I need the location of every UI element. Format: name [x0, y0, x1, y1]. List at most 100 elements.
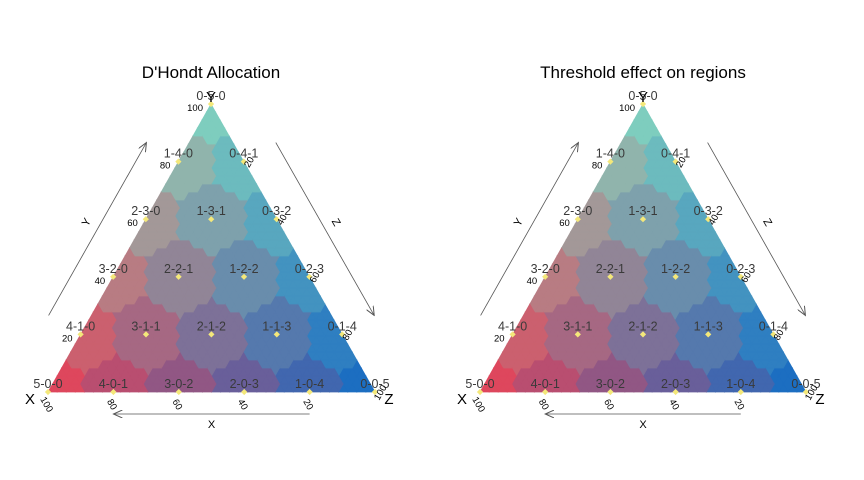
region-label: 2-1-2: [628, 319, 657, 333]
y-tick-label: 20: [494, 333, 505, 344]
x-axis-label: X: [208, 419, 216, 431]
surface-cell: [178, 151, 189, 161]
surface-cell: [565, 231, 576, 241]
surface-cell: [533, 287, 544, 297]
corner-label-right: Z: [815, 391, 824, 408]
region-label: 1-0-4: [295, 377, 324, 391]
region-marker: [273, 331, 280, 338]
surface-cell: [524, 303, 535, 313]
region-label: 3-1-1: [131, 319, 160, 333]
region-marker: [770, 331, 777, 338]
surface-cell: [579, 207, 590, 217]
surface-cell: [529, 295, 540, 305]
surface-cell: [83, 319, 94, 329]
region-label: 0-3-2: [694, 204, 723, 218]
region-marker: [476, 388, 484, 396]
y-tick-label: 80: [160, 161, 171, 172]
region-label: 1-1-3: [262, 319, 291, 333]
surface-cell: [597, 175, 608, 185]
corner-label-top: Y: [206, 89, 216, 106]
corner-label-left: X: [457, 391, 467, 408]
x-axis-label: X: [639, 419, 647, 431]
surface-cell: [610, 151, 621, 161]
region-label: 2-3-0: [563, 204, 592, 218]
surface-cell: [88, 311, 99, 321]
z-tick-label: 20: [674, 155, 689, 170]
y-axis-arrow: [480, 143, 579, 316]
corner-label-right: Z: [384, 391, 393, 408]
region-label: 0-1-4: [328, 319, 357, 333]
region-marker: [737, 273, 744, 280]
surface-cell: [133, 231, 144, 241]
region-label: 0-4-1: [661, 147, 690, 161]
x-tick-label: 20: [300, 397, 315, 412]
surface-cell: [187, 135, 199, 145]
y-axis-label: Y: [80, 216, 94, 229]
region-label: 2-3-0: [131, 204, 160, 218]
surface-cell: [92, 303, 103, 313]
x-tick-label: 100: [469, 395, 486, 414]
region-marker: [306, 388, 313, 396]
y-tick-label: 40: [95, 276, 106, 287]
surface-cell: [606, 159, 617, 169]
surface-cell: [165, 175, 176, 185]
surface-cell: [205, 103, 217, 113]
surface-cell: [106, 279, 117, 289]
y-tick-label: 80: [592, 161, 603, 172]
region-label: 0-5-0: [196, 89, 225, 103]
region-marker: [175, 273, 182, 280]
z-tick-label: 60: [739, 270, 754, 285]
region-label: 2-0-3: [230, 377, 259, 391]
z-axis-label: Z: [760, 217, 774, 229]
x-tick-label: 60: [601, 397, 616, 412]
surface-cell: [151, 199, 162, 209]
surface-cell: [47, 383, 58, 393]
allocation-surface: [479, 103, 807, 393]
surface-cell: [183, 143, 194, 153]
surface-cell: [101, 287, 113, 297]
region-label: 3-0-2: [164, 377, 193, 391]
region-label: 3-0-2: [596, 377, 625, 391]
surface-cell: [637, 103, 649, 113]
surface-cell: [119, 255, 131, 265]
x-tick-label: 100: [37, 395, 54, 414]
surface-cell: [174, 159, 185, 169]
region-marker: [574, 331, 581, 338]
region-label: 4-1-0: [66, 319, 95, 333]
region-marker: [672, 273, 679, 280]
allocation-surface: [47, 103, 376, 393]
surface-cell: [56, 367, 67, 377]
surface-cell: [137, 223, 149, 233]
surface-cell: [560, 239, 572, 249]
z-axis-arrow: [707, 142, 806, 316]
surface-cell: [556, 247, 567, 257]
surface-cell: [502, 343, 513, 353]
region-marker: [607, 273, 614, 280]
z-tick-label: 40: [275, 213, 290, 228]
y-axis-label: Y: [512, 216, 526, 229]
surface-cell: [588, 191, 599, 201]
region-label: 3-1-1: [563, 319, 592, 333]
surface-cell: [160, 183, 171, 193]
region-label: 0-5-0: [628, 89, 657, 103]
z-tick-label: 80: [341, 328, 356, 343]
region-label: 3-2-0: [99, 262, 128, 276]
region-marker: [339, 331, 346, 338]
y-tick-label: 100: [187, 103, 203, 114]
z-axis-label: Z: [329, 217, 343, 229]
region-label: 4-0-1: [99, 377, 128, 391]
surface-cell: [492, 359, 504, 369]
x-tick-label: 40: [235, 397, 250, 412]
region-label: 1-3-1: [197, 204, 226, 218]
surface-cell: [147, 207, 158, 217]
region-label: 1-1-3: [694, 319, 723, 333]
z-tick-label: 60: [308, 270, 323, 285]
region-label: 1-0-4: [726, 377, 755, 391]
surface-cell: [619, 135, 631, 145]
surface-cell: [601, 167, 612, 177]
region-label: 0-0-5: [791, 377, 820, 391]
region-label: 0-1-4: [759, 319, 788, 333]
region-label: 2-2-1: [164, 262, 193, 276]
y-tick-label: 100: [619, 103, 635, 114]
